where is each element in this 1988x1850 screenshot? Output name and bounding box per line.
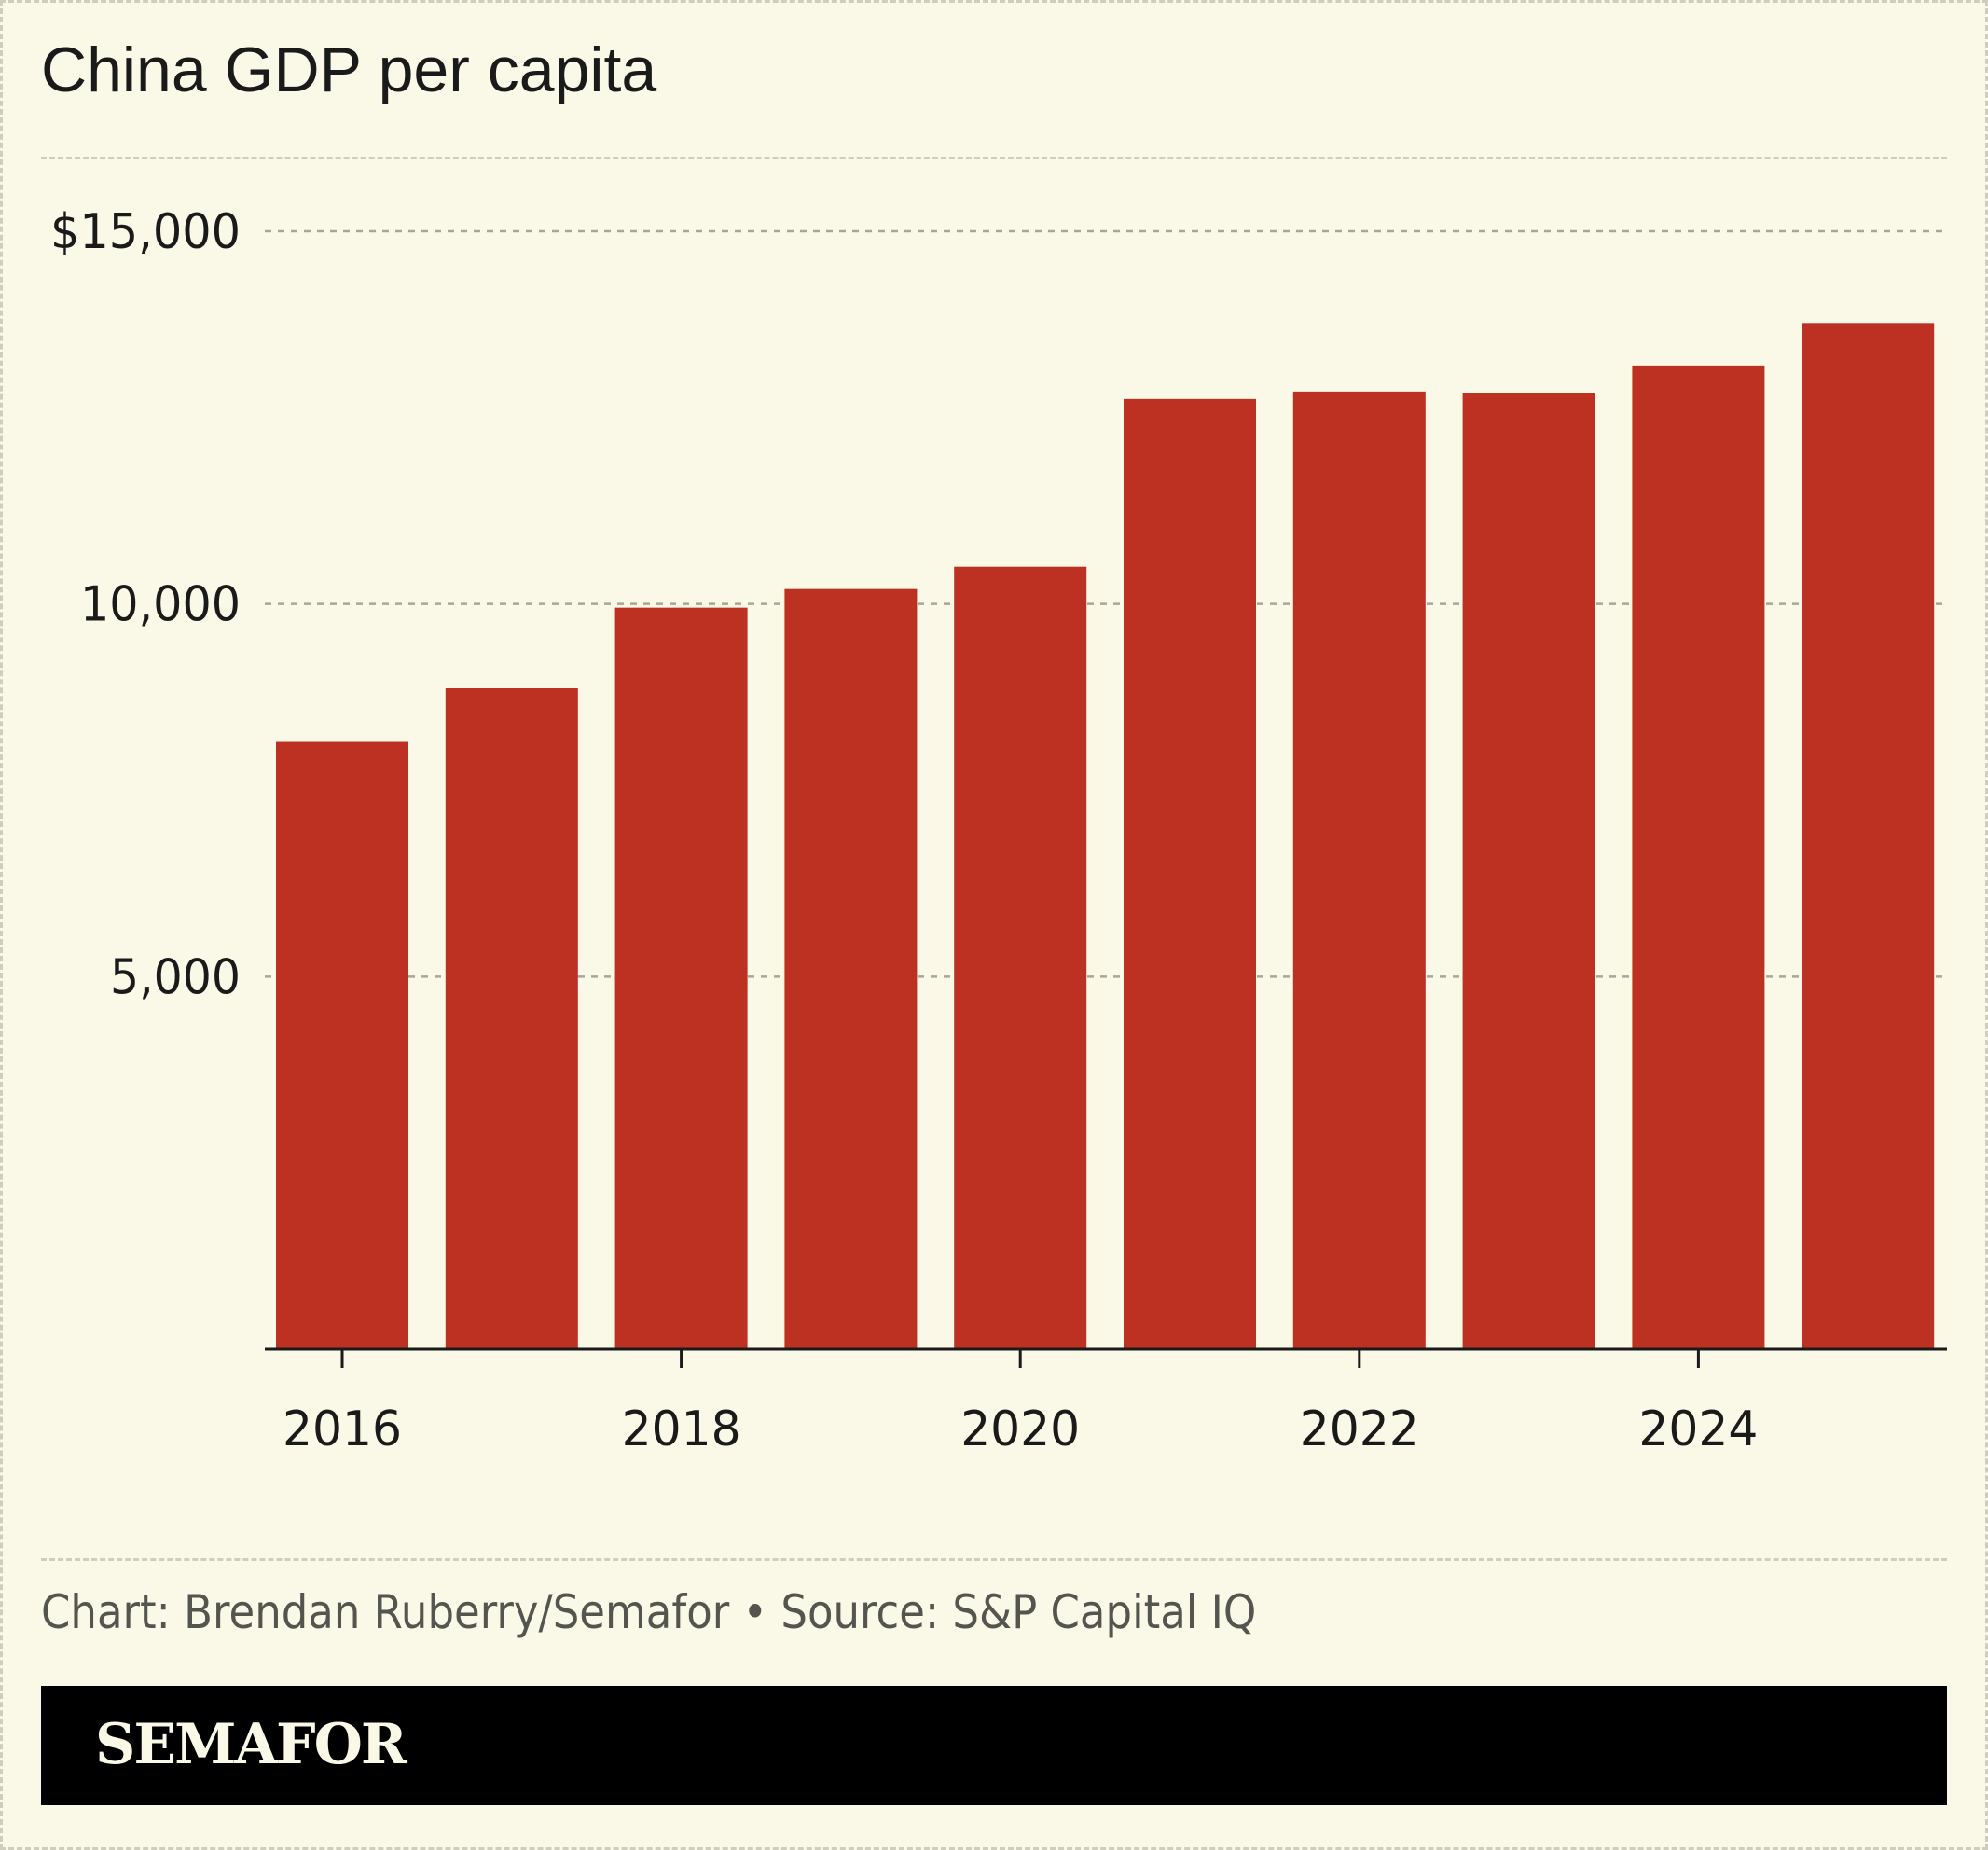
y-axis-labels: 5,000 10,000 $15,000: [50, 204, 241, 1005]
bar-2025: [1802, 323, 1935, 1349]
chart-title: China GDP per capita: [41, 35, 657, 105]
chart-credit: Chart: Brendan Ruberry/Semafor • Source:…: [41, 1585, 1257, 1639]
bar-2021: [1124, 398, 1256, 1350]
bar-2016: [276, 741, 408, 1349]
x-tick-label: 2016: [283, 1401, 402, 1457]
semafor-logo: SEMAFOR: [95, 1712, 407, 1777]
x-tick-label: 2018: [622, 1401, 741, 1457]
y-tick-label: 5,000: [110, 949, 241, 1005]
title-divider: [41, 157, 1947, 159]
bar-2024: [1632, 365, 1765, 1349]
x-tick-label: 2022: [1300, 1401, 1419, 1457]
bar-2022: [1292, 391, 1426, 1349]
brand-bar: SEMAFOR: [41, 1686, 1947, 1805]
bar-2020: [954, 566, 1087, 1349]
bar-2018: [614, 607, 748, 1349]
footer-divider: [41, 1558, 1947, 1561]
bars: [276, 323, 1935, 1350]
bar-2019: [784, 588, 918, 1349]
x-axis: 2016 2018 2020 2022 2024: [265, 1347, 1947, 1457]
bar-chart: 2016 2018 2020 2022 2024 5,000 10,000 $15,000: [50, 204, 1947, 1457]
bar-2017: [445, 687, 578, 1349]
x-tick-label: 2024: [1638, 1401, 1758, 1457]
y-tick-label: 10,000: [80, 577, 241, 633]
bar-2023: [1462, 393, 1595, 1349]
x-tick-label: 2020: [960, 1401, 1080, 1457]
y-tick-label: $15,000: [50, 204, 241, 260]
